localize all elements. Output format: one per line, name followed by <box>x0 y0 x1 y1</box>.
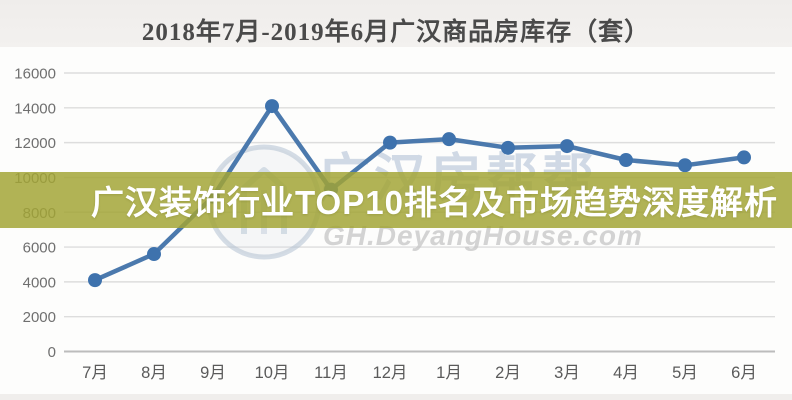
axis-labels-layer: 7月 8月 9月 10月 11月 12月 1月 2月 3月 4月 5月 6月 <box>82 364 757 382</box>
x-tick-label-7月: 7月 <box>82 364 108 382</box>
x-tick-label-2月: 2月 <box>495 364 521 382</box>
x-tick-label-1月: 1月 <box>436 364 462 382</box>
x-tick-label-4月: 4月 <box>613 364 639 382</box>
x-tick-label-6月: 6月 <box>731 364 757 382</box>
chart-title-bar: 2018年7月-2019年6月广汉商品房库存（套） <box>0 0 792 47</box>
x-tick-label-3月: 3月 <box>554 364 580 382</box>
data-point-4月 <box>619 153 633 168</box>
data-point-6月 <box>737 150 751 165</box>
y-tick-label-4000: 4000 <box>23 274 56 291</box>
data-point-8月 <box>147 247 161 262</box>
data-point-3月 <box>560 139 574 154</box>
y-tick-label-16000: 16000 <box>14 66 56 83</box>
x-tick-label-5月: 5月 <box>672 364 698 382</box>
data-point-1月 <box>442 132 456 147</box>
x-tick-label-8月: 8月 <box>141 364 167 382</box>
data-point-5月 <box>678 158 692 173</box>
bottom-edge-strip <box>0 394 792 400</box>
chart-title: 2018年7月-2019年6月广汉商品房库存（套） <box>141 19 651 46</box>
data-point-2月 <box>501 140 515 155</box>
x-tick-label-12月: 12月 <box>373 364 408 382</box>
y-tick-label-14000: 14000 <box>14 100 56 117</box>
y-tick-label-2000: 2000 <box>23 309 56 326</box>
grid-layer: 0200040006000800010000120001400016000 <box>14 66 775 361</box>
data-point-10月 <box>265 99 279 114</box>
x-tick-label-10月: 10月 <box>255 364 290 382</box>
y-tick-label-0: 0 <box>48 344 56 361</box>
x-tick-label-9月: 9月 <box>200 364 226 382</box>
data-point-12月 <box>383 135 397 150</box>
y-tick-label-12000: 12000 <box>14 135 56 152</box>
data-point-7月 <box>88 273 102 288</box>
headline-banner-text: 广汉装饰行业TOP10排名及市场趋势深度解析 <box>91 184 778 221</box>
y-tick-label-6000: 6000 <box>23 240 56 257</box>
headline-banner: 广汉装饰行业TOP10排名及市场趋势深度解析 <box>0 172 792 228</box>
x-tick-label-11月: 11月 <box>314 364 348 382</box>
